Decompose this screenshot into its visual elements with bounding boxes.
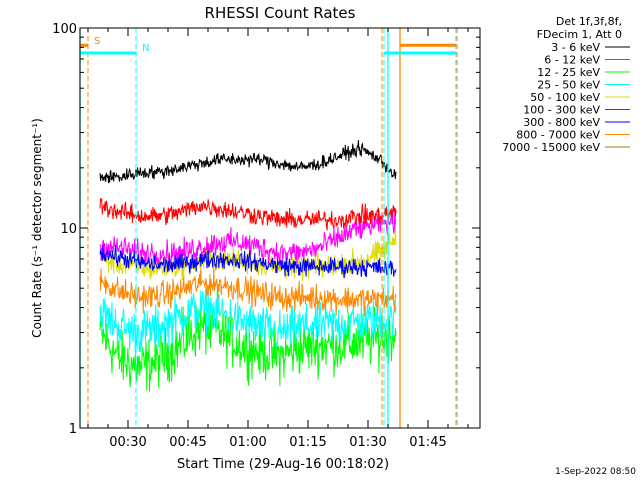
x-tick-label: 01:15 [289,435,326,450]
legend-label: 800 - 7000 keV [516,129,600,142]
marker-label-N: N [142,43,149,54]
x-tick-label: 01:45 [409,435,446,450]
chart-title: RHESSI Count Rates [205,4,356,22]
series-line-100-300keV [99,197,397,231]
legend-label: 25 - 50 keV [537,79,600,92]
y-axis: 1 10 100 [52,22,480,437]
legend-label: 50 - 100 keV [530,91,600,104]
x-tick-label: 00:30 [109,435,146,450]
y-tick-label: 100 [52,22,77,37]
series-line-25-50keV [99,283,397,355]
x-tick-label: 01:30 [349,435,386,450]
x-axis-label: Start Time (29-Aug-16 00:18:02) [177,457,389,472]
y-tick-label: 10 [60,222,77,237]
legend-label: 7000 - 15000 keV [502,141,600,154]
y-axis-label: Count Rate (s⁻¹ detector segment⁻¹) [30,118,44,338]
marker-label-S: S [94,36,100,47]
x-tick-label: 01:00 [229,435,266,450]
legend-label: 3 - 6 keV [551,41,600,54]
x-axis: 00:30 00:45 01:00 01:15 01:30 01:45 [87,28,469,450]
legend-header: FDecim 1, Att 0 [537,28,622,41]
legend-label: 12 - 25 keV [537,66,600,79]
timestamp: 1-Sep-2022 08:50 [555,467,636,477]
series-line-800-7000keV [99,266,397,317]
plot-area: SN [79,27,481,429]
series-line-3-6keV [99,139,397,184]
series-line-300-800keV [99,244,397,279]
legend-header: Det 1f,3f,8f, [556,15,622,28]
legend-label: 6 - 12 keV [544,54,600,67]
y-tick-label: 1 [69,422,77,437]
x-tick-label: 00:45 [169,435,206,450]
legend-label: 300 - 800 keV [523,116,600,129]
legend-label: 100 - 300 keV [523,104,600,117]
